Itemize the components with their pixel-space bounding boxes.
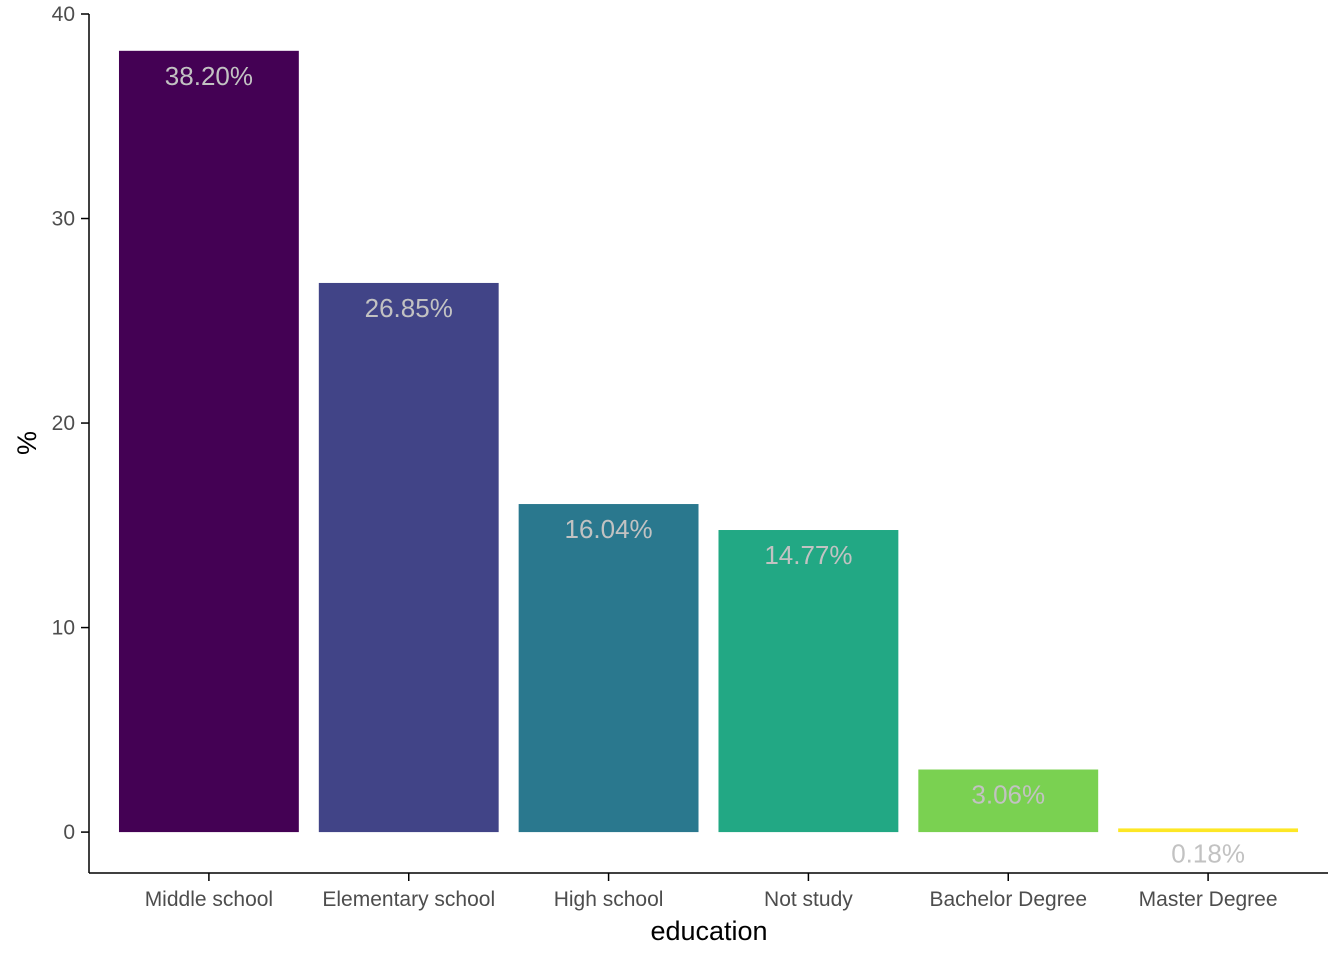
y-tick-label-1: 10: [52, 617, 75, 640]
bar-labels-group: 38.20% 26.85% 16.04% 14.77% 3.06% 0.18%: [165, 61, 1245, 869]
y-axis-title: %: [12, 431, 42, 455]
bar-3: [718, 530, 899, 833]
y-tick-label-3: 30: [52, 208, 75, 231]
y-tick-label-0: 0: [63, 821, 75, 844]
bar-1: [318, 282, 499, 833]
bars-group: [118, 50, 1299, 833]
x-tick-label-0: Middle school: [145, 888, 273, 911]
x-tick-label-1: Elementary school: [322, 888, 495, 911]
x-tick-label-4: Bachelor Degree: [929, 888, 1087, 911]
bar-value-label-3: 14.77%: [764, 540, 852, 570]
bar-0: [118, 50, 299, 833]
bar-value-label-1: 26.85%: [365, 293, 453, 323]
x-tick-label-2: High school: [554, 888, 664, 911]
y-axis: 0 10 20 30 40: [52, 3, 90, 873]
bar-value-label-4: 3.06%: [971, 780, 1045, 810]
x-tick-label-3: Not study: [764, 888, 853, 911]
bar-value-label-5: 0.18%: [1171, 838, 1245, 868]
y-tick-label-2: 20: [52, 412, 75, 435]
bar-value-label-2: 16.04%: [564, 514, 652, 544]
x-axis: Middle school Elementary school High schoo…: [89, 872, 1328, 911]
y-tick-label-4: 40: [52, 3, 75, 26]
x-tick-label-5: Master Degree: [1139, 888, 1278, 911]
bar-value-label-0: 38.20%: [165, 61, 253, 91]
bar-5: [1118, 828, 1299, 833]
bar-2: [518, 504, 699, 833]
bar-4: [918, 769, 1099, 833]
x-axis-title: education: [650, 916, 767, 946]
